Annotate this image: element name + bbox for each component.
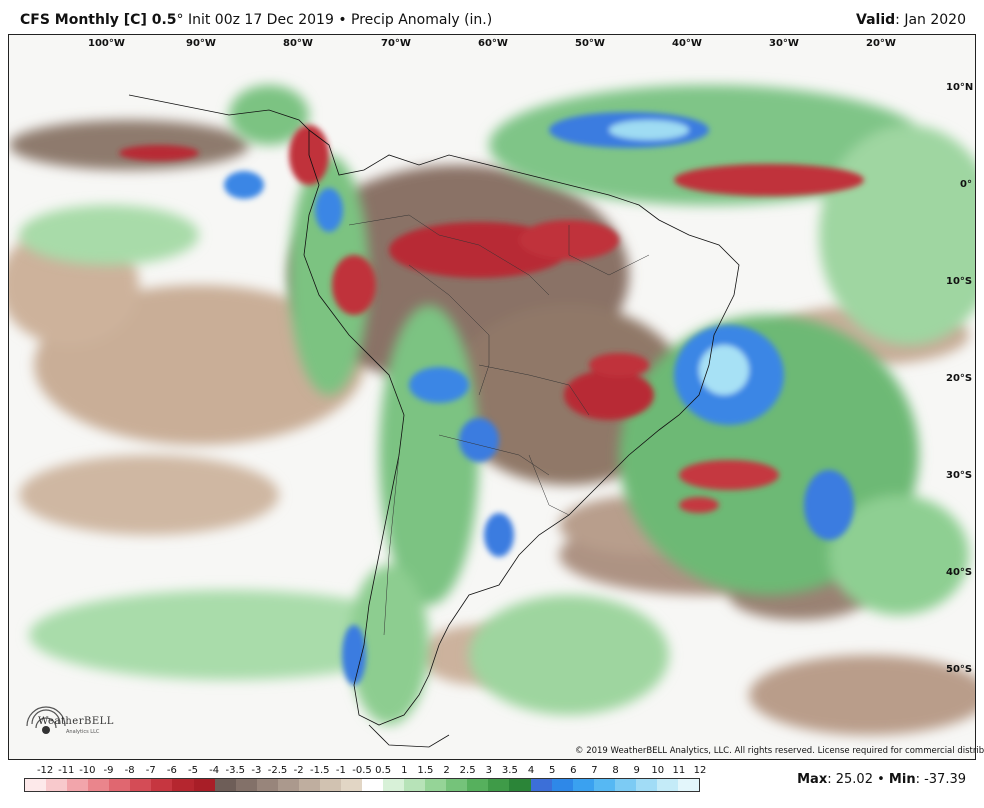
legend-swatch	[88, 779, 110, 791]
legend-tick-label: 12	[693, 765, 707, 776]
legend-swatch	[109, 779, 131, 791]
legend-tick-label: 2	[443, 765, 450, 776]
legend-swatch	[319, 779, 341, 791]
legend-swatch	[277, 779, 299, 791]
legend-tick-label: -0.5	[352, 765, 372, 776]
weatherbell-logo-icon	[26, 706, 66, 734]
legend-swatch	[172, 779, 194, 791]
legend-swatch	[593, 779, 615, 791]
valid-date: Valid: Jan 2020	[856, 12, 966, 28]
legend-swatch	[488, 779, 510, 791]
legend-swatch	[298, 779, 320, 791]
legend-tick-label: -11	[58, 765, 75, 776]
legend-tick-label: -6	[166, 765, 177, 776]
legend-swatch	[256, 779, 278, 791]
legend-swatch	[46, 779, 68, 791]
legend-tick-label: -2.5	[267, 765, 288, 776]
legend-swatch	[635, 779, 657, 791]
country-borders	[348, 214, 650, 636]
legend-tick-label: 3	[485, 765, 492, 776]
legend-tick-label: 8	[612, 765, 619, 776]
map-field	[9, 35, 975, 759]
legend-tick-label: -7	[145, 765, 156, 776]
legend-tick-label: 0.5	[375, 765, 392, 776]
legend-tick-label: 1	[401, 765, 408, 776]
lat-label: 20°S	[946, 373, 973, 384]
lat-label: 40°S	[946, 567, 973, 578]
lon-label: 100°W	[88, 38, 125, 49]
legend-tick-label: 6	[570, 765, 577, 776]
lon-label: 20°W	[866, 38, 896, 49]
precip-anomaly-map	[8, 34, 976, 760]
max-min-stats: Max: 25.02 • Min: -37.39	[797, 772, 966, 787]
legend-tick-label: -4	[209, 765, 220, 776]
logo-subtext: Analytics LLC	[66, 729, 100, 735]
legend-swatch	[425, 779, 447, 791]
legend-swatch	[530, 779, 552, 791]
legend-swatch	[130, 779, 152, 791]
lat-label: 10°N	[946, 82, 974, 93]
logo-text: WeatherBELL	[38, 716, 114, 727]
lat-label: 30°S	[946, 470, 973, 481]
lon-label: 50°W	[575, 38, 605, 49]
legend-swatch	[404, 779, 426, 791]
legend-tick-label: -5	[188, 765, 198, 776]
legend-swatch	[614, 779, 636, 791]
legend-swatch	[193, 779, 215, 791]
legend-tick-label: -2	[293, 765, 304, 776]
legend-tick-label: 2.5	[459, 765, 476, 776]
legend-tick-label: -1	[335, 765, 346, 776]
copyright-notice: © 2019 WeatherBELL Analytics, LLC. All r…	[575, 746, 984, 756]
legend-tick-label: 9	[633, 765, 640, 776]
legend-swatch	[551, 779, 573, 791]
lon-label: 30°W	[769, 38, 799, 49]
legend-tick-label: 5	[548, 765, 556, 776]
legend-swatch	[572, 779, 594, 791]
lat-label: 10°S	[946, 276, 973, 287]
lon-label: 40°W	[672, 38, 702, 49]
legend-swatch	[67, 779, 89, 791]
legend-tick-label: 1.5	[417, 765, 434, 776]
coastlines	[128, 94, 740, 748]
legend-tick-label: 7	[591, 765, 598, 776]
legend-swatch	[25, 779, 47, 791]
legend-swatch	[340, 779, 362, 791]
legend-swatch	[446, 779, 468, 791]
legend-tick-label: 10	[651, 765, 665, 776]
lon-label: 90°W	[186, 38, 216, 49]
lat-label: 0°	[960, 179, 972, 190]
strong-wet-regions	[224, 112, 854, 685]
legend-swatch	[151, 779, 173, 791]
legend-tick-label: 3.5	[501, 765, 518, 776]
legend-tick-label: -1.5	[309, 765, 330, 776]
lon-label: 60°W	[478, 38, 508, 49]
legend-swatch	[677, 779, 699, 791]
legend-swatch	[509, 779, 531, 791]
legend-tick-label: -3.5	[225, 765, 246, 776]
lon-label: 70°W	[381, 38, 411, 49]
map-title: CFS Monthly [C] 0.5° Init 00z 17 Dec 201…	[20, 12, 493, 28]
legend-swatch	[214, 779, 236, 791]
legend-tick-label: -9	[103, 765, 114, 776]
legend-swatch	[383, 779, 405, 791]
legend-tick-label: -3	[251, 765, 262, 776]
legend-tick-label: 4	[527, 765, 535, 776]
lat-label: 50°S	[946, 664, 973, 675]
map-header: CFS Monthly [C] 0.5° Init 00z 17 Dec 201…	[0, 8, 984, 32]
legend-swatch	[362, 779, 384, 791]
legend-tick-label: -10	[79, 765, 96, 776]
lon-label: 80°W	[283, 38, 313, 49]
color-legend	[24, 778, 700, 792]
legend-tick-label: -12	[36, 765, 54, 776]
legend-swatch	[656, 779, 678, 791]
legend-swatch	[467, 779, 489, 791]
legend-labels: -12 -11 -10 -9 -8 -7 -6 -5 -4 -3.5 -3 -2.5 -2 -1.5 -1-…	[24, 765, 706, 777]
legend-swatch	[235, 779, 257, 791]
legend-tick-label: 11	[672, 765, 686, 776]
legend-tick-label: -8	[124, 765, 135, 776]
